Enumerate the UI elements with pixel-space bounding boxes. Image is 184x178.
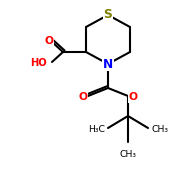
- Text: N: N: [103, 57, 113, 70]
- Text: CH₃: CH₃: [151, 125, 168, 135]
- Text: O: O: [128, 92, 137, 102]
- Text: HO: HO: [30, 58, 47, 68]
- Text: H₃C: H₃C: [88, 125, 105, 135]
- Text: S: S: [104, 9, 112, 22]
- Text: CH₃: CH₃: [119, 150, 137, 159]
- Text: O: O: [45, 36, 54, 46]
- Text: O: O: [79, 92, 88, 102]
